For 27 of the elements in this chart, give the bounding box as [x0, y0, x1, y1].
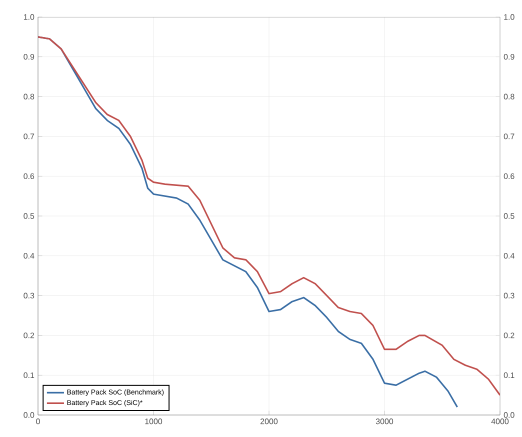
- y2-tick-label: 1.0: [504, 14, 514, 20]
- y-tick-label: 0.9: [24, 54, 34, 60]
- x-tick-label: 2000: [260, 418, 278, 424]
- y-tick-label: 0.2: [24, 332, 34, 338]
- y-tick-label: 0.1: [24, 372, 34, 378]
- y-tick-label: 0.7: [24, 134, 34, 140]
- y-tick-label: 0.5: [24, 213, 34, 219]
- y2-tick-label: 0.9: [504, 54, 514, 60]
- y2-tick-label: 0.6: [504, 173, 514, 180]
- y2-tick-label: 0.2: [504, 332, 514, 338]
- y2-tick-label: 0.1: [504, 372, 514, 378]
- y2-tick-label: 0.5: [504, 213, 514, 219]
- y2-tick-label: 0.7: [504, 134, 514, 140]
- y2-tick-label: 0.0: [504, 412, 514, 418]
- y-tick-label: 0.0: [24, 412, 34, 418]
- y2-tick-label: 0.4: [504, 252, 514, 259]
- y-tick-label: 0.3: [24, 292, 34, 298]
- x-tick-label: 3000: [376, 418, 394, 424]
- x-tick-label: 4000: [491, 418, 509, 424]
- y2-tick-label: 0.8: [504, 94, 514, 100]
- y-tick-label: 1.0: [24, 14, 34, 20]
- y2-tick-label: 0.3: [504, 292, 514, 298]
- y-tick-label: 0.4: [24, 252, 34, 259]
- x-tick-label: 0: [36, 418, 40, 424]
- y-tick-label: 0.8: [24, 94, 34, 100]
- x-tick-label: 1000: [145, 418, 162, 424]
- y-tick-label: 0.6: [24, 173, 34, 180]
